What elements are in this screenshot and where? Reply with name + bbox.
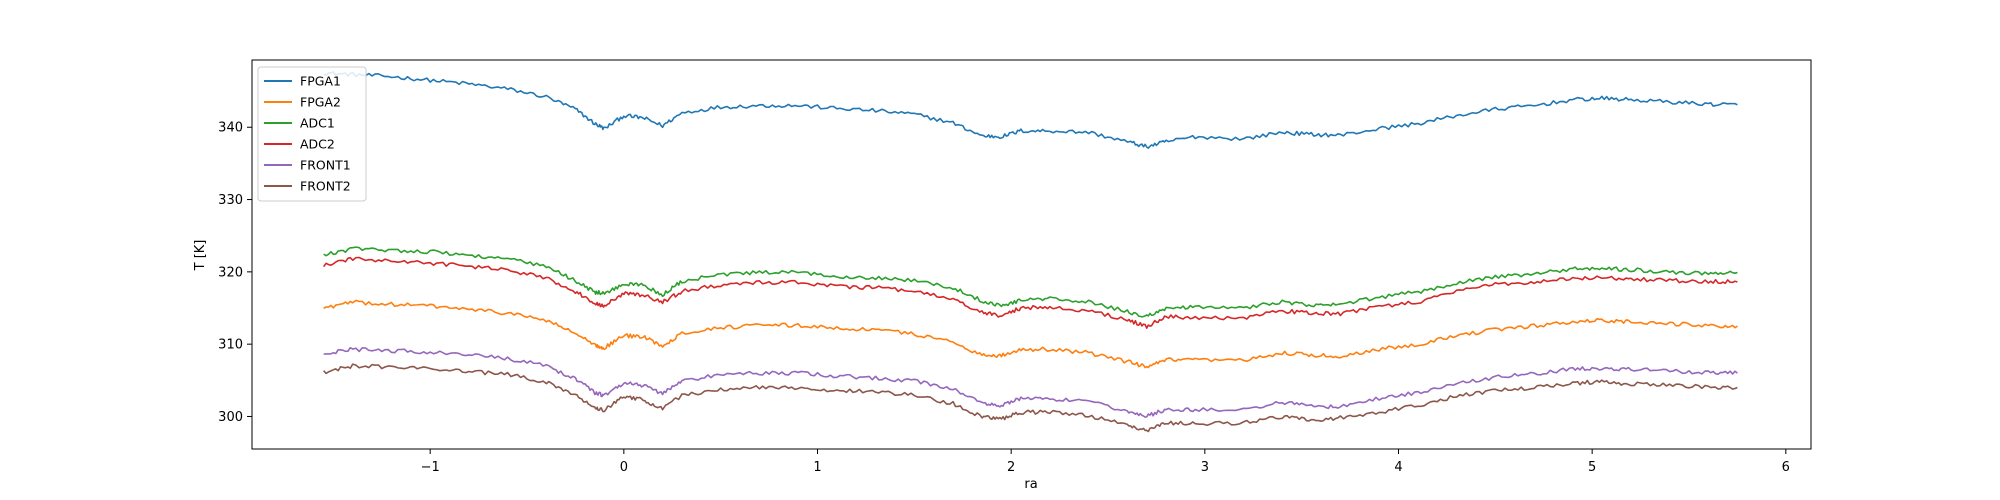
legend: FPGA1 FPGA2 ADC1 ADC2 FRONT1 FRONT2 <box>257 66 367 202</box>
y-tick-label: 330 <box>218 193 243 208</box>
series-line-adc2 <box>323 256 1738 329</box>
y-tick-label: 320 <box>218 265 243 280</box>
legend-label-adc1: ADC1 <box>300 116 335 131</box>
y-tick-label: 300 <box>218 410 243 425</box>
series-line-fpga1 <box>323 71 1738 149</box>
x-axis-label: ra <box>1024 477 1037 492</box>
y-tick-label: 340 <box>218 121 243 136</box>
x-axis-ticks: −1 0 1 2 3 4 5 6 <box>421 449 1790 475</box>
y-tick-label: 310 <box>218 338 243 353</box>
x-tick-label: −1 <box>421 460 440 475</box>
x-tick-label: 6 <box>1782 460 1790 475</box>
x-tick-label: 5 <box>1588 460 1596 475</box>
series-line-front1 <box>323 346 1738 418</box>
series-line-fpga2 <box>323 299 1738 369</box>
series-line-adc1 <box>323 246 1738 318</box>
x-tick-label: 3 <box>1201 460 1209 475</box>
legend-label-fpga1: FPGA1 <box>300 74 341 89</box>
legend-label-front2: FRONT2 <box>300 179 351 194</box>
legend-label-fpga2: FPGA2 <box>300 95 341 110</box>
legend-box <box>257 66 367 202</box>
y-axis-ticks: 300 310 320 330 340 <box>218 121 252 425</box>
x-tick-label: 2 <box>1007 460 1015 475</box>
x-tick-label: 0 <box>620 460 628 475</box>
plot-area <box>251 59 1812 450</box>
series-line-front2 <box>323 363 1738 433</box>
legend-label-front1: FRONT1 <box>300 158 351 173</box>
y-axis-label: T [K] <box>193 240 208 272</box>
legend-label-adc2: ADC2 <box>300 137 335 152</box>
series-layer <box>323 71 1738 433</box>
x-tick-label: 4 <box>1394 460 1402 475</box>
x-tick-label: 1 <box>813 460 821 475</box>
